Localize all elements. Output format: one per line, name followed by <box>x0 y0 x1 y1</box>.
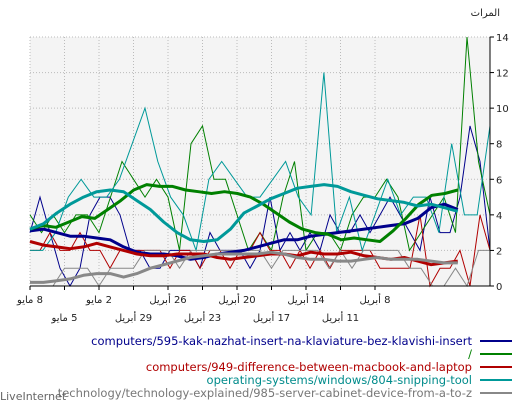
series-trend-line-2 <box>29 183 459 243</box>
series-trend-line-5 <box>30 250 458 284</box>
series-trend-line-4 <box>29 183 459 243</box>
x-tick-label: 8 أبريل <box>360 293 391 306</box>
x-tick-label: 26 أبريل <box>149 293 186 306</box>
legend: computers/595-kak-nazhat-insert-na-klavi… <box>58 334 512 400</box>
legend-label-4: operating-systems/windows/804-snipping-t… <box>207 373 472 387</box>
x-tick-label: 8 مايو <box>16 295 43 306</box>
x-tick-label: 2 مايو <box>85 295 112 306</box>
legend-label-5: technology/technology-explained/985-serv… <box>58 386 472 400</box>
series-raw-line-4 <box>30 72 491 253</box>
y-tick-label: 4 <box>496 211 502 222</box>
x-tick-label: 17 أبريل <box>253 311 290 324</box>
x-tick-label: 11 أبريل <box>322 311 359 324</box>
x-tick-label: 23 أبريل <box>184 311 221 324</box>
legend-label-3: computers/949-difference-between-macbook… <box>146 360 472 374</box>
legend-label-1: computers/595-kak-nazhat-insert-na-klavi… <box>91 334 472 348</box>
y-tick-label: 0 <box>496 282 502 293</box>
series-raw-line-3 <box>30 214 491 288</box>
y-unit-label: المرات <box>471 8 500 19</box>
y-tick-label: 8 <box>496 140 502 151</box>
legend-label-2: / <box>468 347 472 361</box>
x-tick-label: 14 أبريل <box>287 293 324 306</box>
y-tick-label: 12 <box>496 69 509 80</box>
y-tick-label: 14 <box>496 33 509 44</box>
x-tick-label: 5 مايو <box>51 313 78 324</box>
watermark-text: LiveInternet <box>0 390 67 403</box>
series-trend-line-1 <box>29 202 459 261</box>
y-tick-label: 10 <box>496 104 509 115</box>
x-tick-label: 29 أبريل <box>115 311 152 324</box>
series-lines <box>29 36 491 288</box>
x-tick-label: 20 أبريل <box>218 293 255 306</box>
y-tick-label: 6 <box>496 175 502 186</box>
y-tick-label: 2 <box>496 246 502 257</box>
